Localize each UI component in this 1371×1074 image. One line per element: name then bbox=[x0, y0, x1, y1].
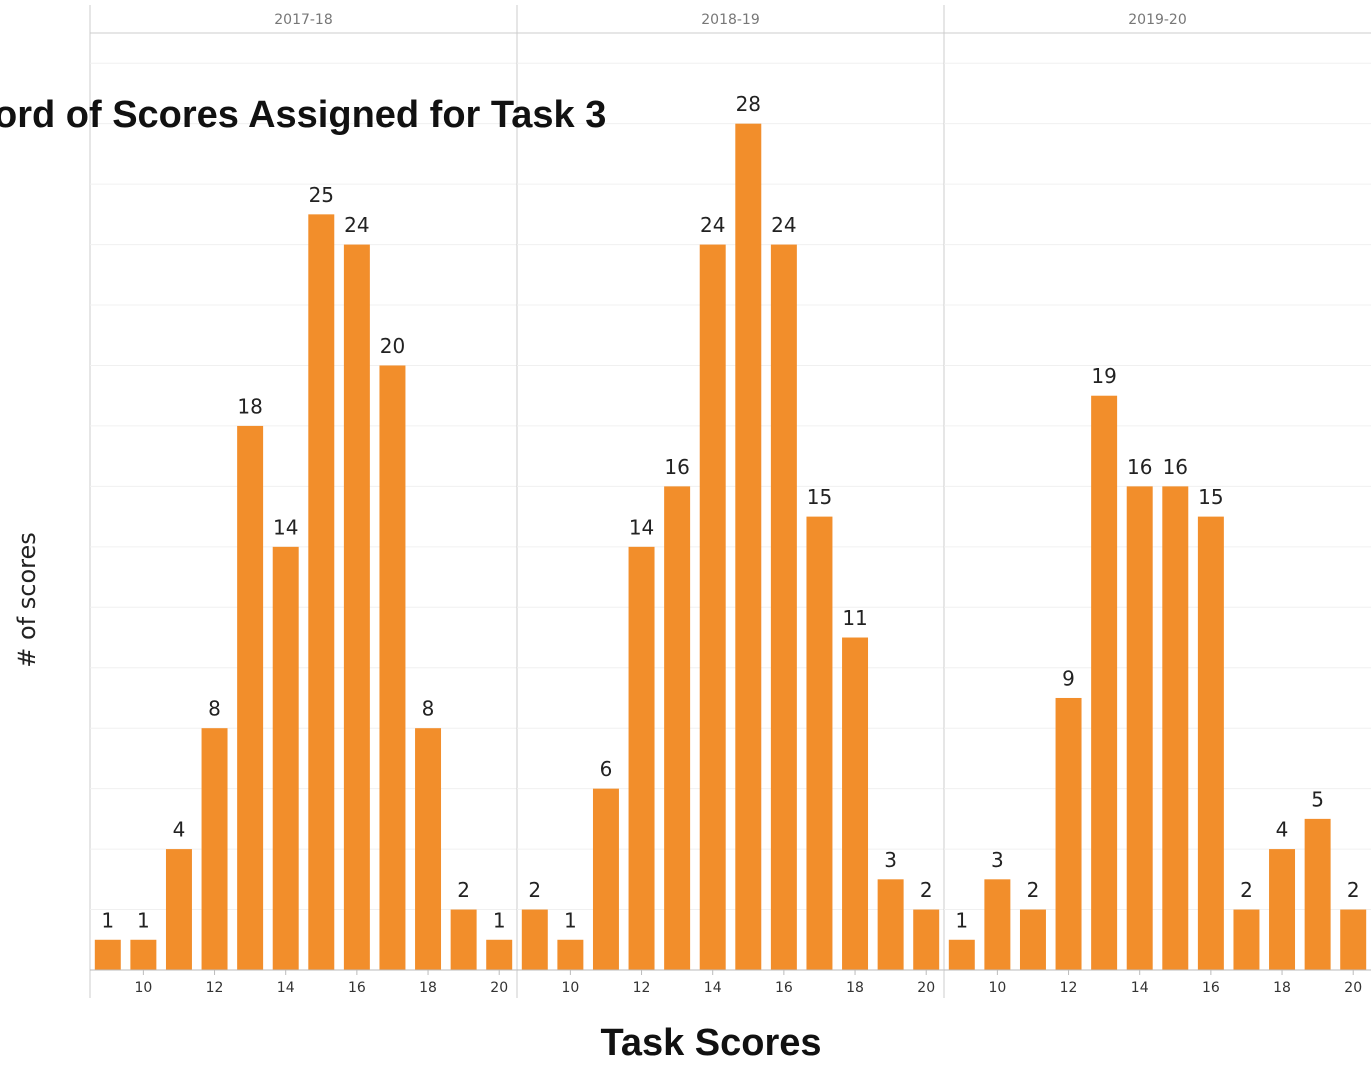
bar bbox=[201, 728, 228, 970]
panel-title: 2017-18 bbox=[274, 12, 333, 28]
bar bbox=[308, 214, 335, 970]
x-tick-label: 12 bbox=[1060, 980, 1078, 996]
panel-title: 2019-20 bbox=[1128, 12, 1187, 28]
bar bbox=[557, 939, 584, 970]
x-axis-label: Task Scores bbox=[600, 1022, 821, 1064]
data-label: 24 bbox=[344, 213, 369, 237]
bar bbox=[272, 546, 299, 970]
x-tick-label: 12 bbox=[633, 980, 651, 996]
bar bbox=[1091, 395, 1118, 970]
bar bbox=[1197, 516, 1224, 970]
bar bbox=[948, 939, 975, 970]
y-axis-label: # of scores bbox=[13, 532, 41, 668]
data-label: 3 bbox=[884, 848, 897, 872]
bar bbox=[1162, 486, 1189, 970]
data-label: 28 bbox=[736, 92, 761, 116]
data-label: 2 bbox=[457, 878, 470, 902]
x-tick-label: 14 bbox=[704, 980, 722, 996]
bar bbox=[1304, 818, 1331, 970]
x-tick-label: 10 bbox=[988, 980, 1006, 996]
x-tick-label: 18 bbox=[1273, 980, 1291, 996]
x-tick-label: 12 bbox=[206, 980, 224, 996]
bar bbox=[842, 637, 869, 970]
data-label: 16 bbox=[1163, 455, 1188, 479]
bar bbox=[1126, 486, 1153, 970]
bar bbox=[379, 365, 406, 970]
data-label: 16 bbox=[664, 455, 689, 479]
data-label: 1 bbox=[955, 908, 968, 932]
bar bbox=[94, 939, 121, 970]
x-tick-label: 14 bbox=[277, 980, 295, 996]
data-label: 2 bbox=[920, 878, 933, 902]
data-label: 4 bbox=[1276, 818, 1289, 842]
data-label: 20 bbox=[380, 334, 405, 358]
bar bbox=[1233, 909, 1260, 970]
data-label: 1 bbox=[137, 908, 150, 932]
data-label: 6 bbox=[600, 757, 613, 781]
data-label: 1 bbox=[101, 908, 114, 932]
bar bbox=[1269, 849, 1296, 970]
panel-title: 2018-19 bbox=[701, 12, 760, 28]
data-label: 24 bbox=[700, 213, 725, 237]
bar bbox=[1019, 909, 1046, 970]
data-label: 14 bbox=[629, 515, 654, 539]
data-label: 19 bbox=[1091, 364, 1116, 388]
data-label: 9 bbox=[1062, 666, 1075, 690]
bar bbox=[806, 516, 833, 970]
x-tick-label: 18 bbox=[419, 980, 437, 996]
x-tick-label: 20 bbox=[917, 980, 935, 996]
data-label: 2 bbox=[1240, 878, 1253, 902]
data-label: 25 bbox=[309, 183, 334, 207]
data-label: 15 bbox=[807, 485, 832, 509]
x-tick-label: 16 bbox=[1202, 980, 1220, 996]
bar bbox=[521, 909, 548, 970]
bar bbox=[165, 849, 192, 970]
bar bbox=[1055, 697, 1082, 970]
data-label: 5 bbox=[1311, 787, 1324, 811]
x-tick-label: 10 bbox=[561, 980, 579, 996]
data-label: 16 bbox=[1127, 455, 1152, 479]
data-label: 8 bbox=[422, 697, 435, 721]
bar bbox=[735, 123, 762, 970]
data-label: 8 bbox=[208, 697, 221, 721]
data-label: 4 bbox=[173, 818, 186, 842]
data-label: 1 bbox=[564, 908, 577, 932]
data-label: 2 bbox=[1027, 878, 1040, 902]
x-tick-label: 18 bbox=[846, 980, 864, 996]
data-label: 14 bbox=[273, 515, 298, 539]
data-label: 2 bbox=[1347, 878, 1360, 902]
bar bbox=[343, 244, 370, 971]
data-label: 18 bbox=[237, 394, 262, 418]
bar bbox=[1340, 909, 1367, 970]
bar bbox=[913, 909, 940, 970]
bar bbox=[699, 244, 726, 971]
data-label: 11 bbox=[842, 606, 867, 630]
bar bbox=[237, 425, 264, 970]
x-tick-label: 16 bbox=[348, 980, 366, 996]
bar bbox=[130, 939, 157, 970]
data-label: 2 bbox=[528, 878, 541, 902]
bar bbox=[984, 879, 1011, 970]
bar bbox=[877, 879, 904, 970]
bar bbox=[486, 939, 513, 970]
x-tick-label: 10 bbox=[134, 980, 152, 996]
x-tick-label: 16 bbox=[775, 980, 793, 996]
x-tick-label: 20 bbox=[490, 980, 508, 996]
x-tick-label: 14 bbox=[1131, 980, 1149, 996]
bar bbox=[628, 546, 655, 970]
data-label: 15 bbox=[1198, 485, 1223, 509]
bar bbox=[592, 788, 619, 970]
chart-title: ord of Scores Assigned for Task 3 bbox=[0, 94, 606, 136]
bar bbox=[415, 728, 442, 970]
bar bbox=[450, 909, 477, 970]
bar bbox=[770, 244, 797, 971]
data-label: 24 bbox=[771, 213, 796, 237]
data-label: 3 bbox=[991, 848, 1004, 872]
bar bbox=[664, 486, 691, 970]
data-label: 1 bbox=[493, 908, 506, 932]
x-tick-label: 20 bbox=[1344, 980, 1362, 996]
